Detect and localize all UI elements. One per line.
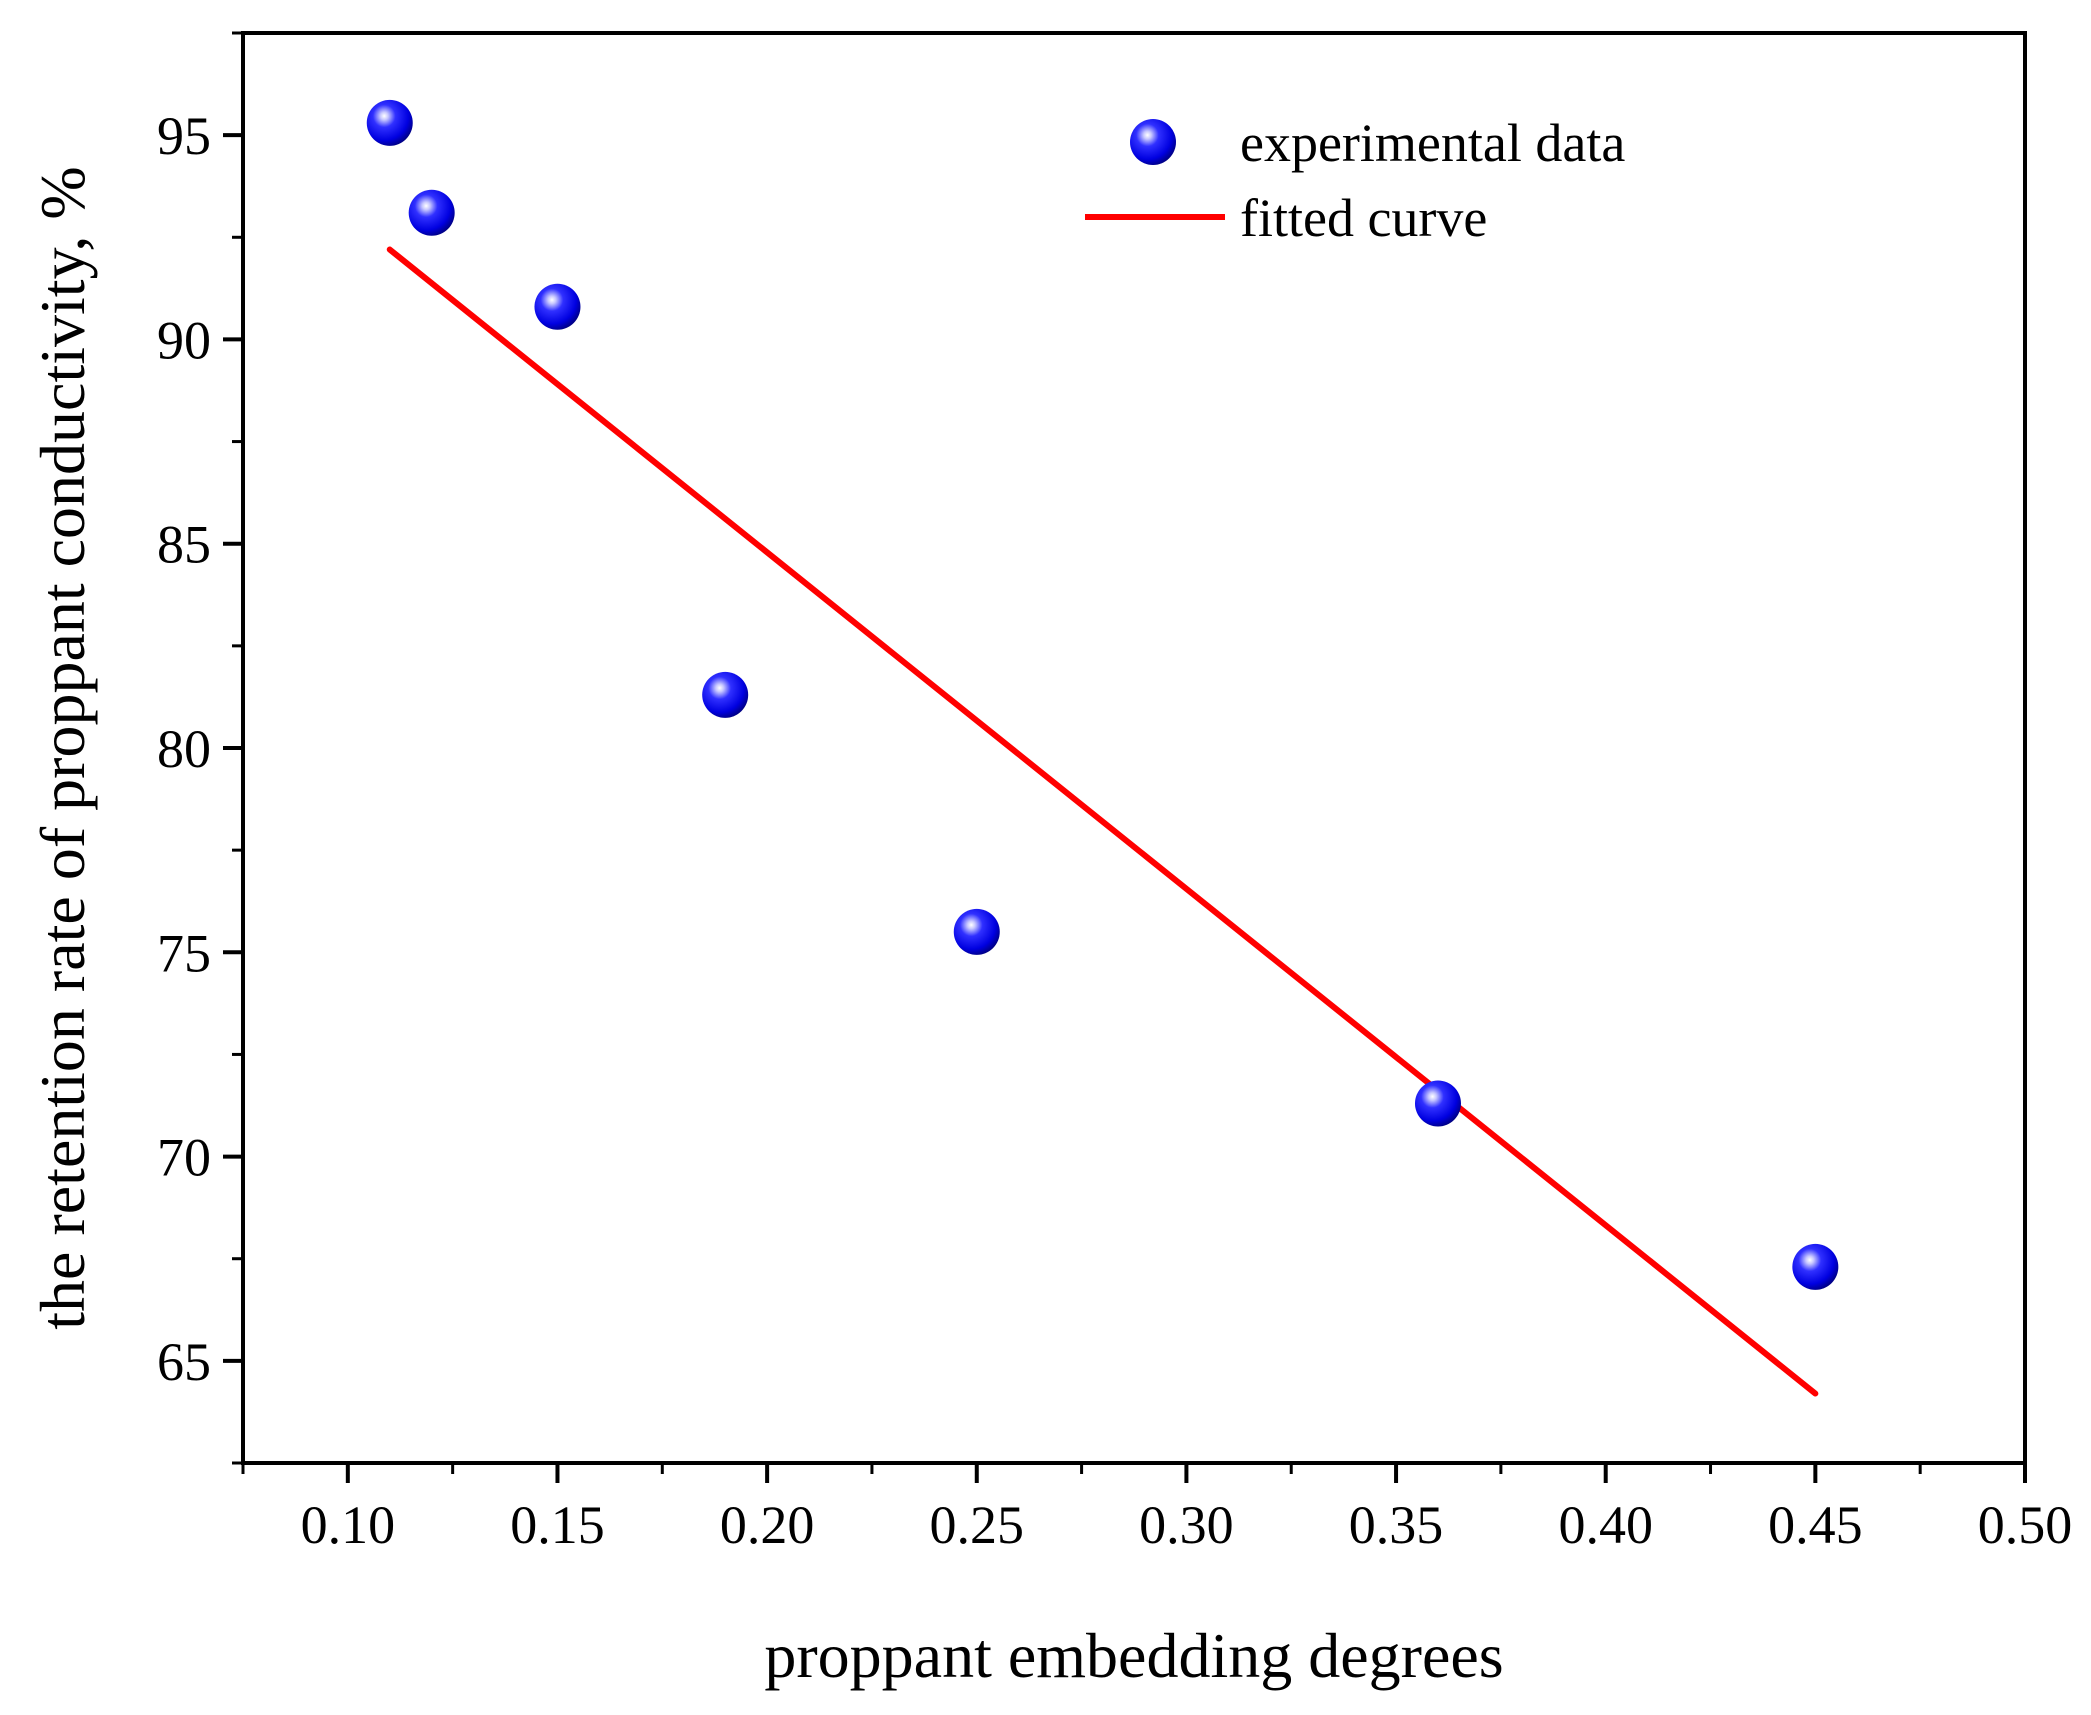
x-tick-label: 0.20 [720, 1495, 815, 1555]
x-tick-label: 0.50 [1978, 1495, 2073, 1555]
data-point [1414, 1080, 1461, 1127]
y-axis-title: the retention rate of proppant conductiv… [27, 166, 98, 1329]
fitted-curve-line [386, 246, 1819, 1397]
legend: experimental data fitted curve [1085, 113, 1625, 248]
y-tick-label: 75 [157, 923, 211, 983]
y-tick-label: 80 [157, 719, 211, 779]
data-point [366, 99, 413, 146]
plot-frame [241, 31, 2027, 1465]
data-point [1792, 1243, 1839, 1290]
x-tick-label: 0.25 [930, 1495, 1025, 1555]
y-tick-label: 85 [157, 515, 211, 575]
x-tick-label: 0.35 [1349, 1495, 1444, 1555]
experimental-data-series [366, 99, 1839, 1290]
data-point [534, 283, 581, 330]
y-tick-label: 70 [157, 1128, 211, 1188]
y-tick-label: 65 [157, 1332, 211, 1392]
y-tick-label: 90 [157, 310, 211, 370]
x-tick-label: 0.15 [510, 1495, 605, 1555]
x-axis-ticks: 0.10 0.15 0.20 0.25 0.30 0.35 0.40 0.45 0.50 [241, 1463, 2073, 1555]
x-tick-label: 0.45 [1768, 1495, 1863, 1555]
data-point [953, 908, 1000, 955]
x-tick-label: 0.10 [301, 1495, 396, 1555]
data-point [702, 671, 749, 718]
y-tick-label: 95 [157, 106, 211, 166]
x-axis-title: proppant embedding degrees [764, 1620, 1503, 1691]
legend-label-fitted-curve: fitted curve [1240, 188, 1487, 248]
x-tick-label: 0.40 [1558, 1495, 1653, 1555]
y-axis-ticks: 65 70 75 80 85 90 95 [157, 31, 243, 1465]
legend-marker-experimental-data [1130, 119, 1176, 165]
x-tick-label: 0.30 [1139, 1495, 1234, 1555]
legend-label-experimental-data: experimental data [1240, 113, 1625, 173]
fitted-curve-series [386, 246, 1819, 1397]
data-point [408, 189, 455, 236]
